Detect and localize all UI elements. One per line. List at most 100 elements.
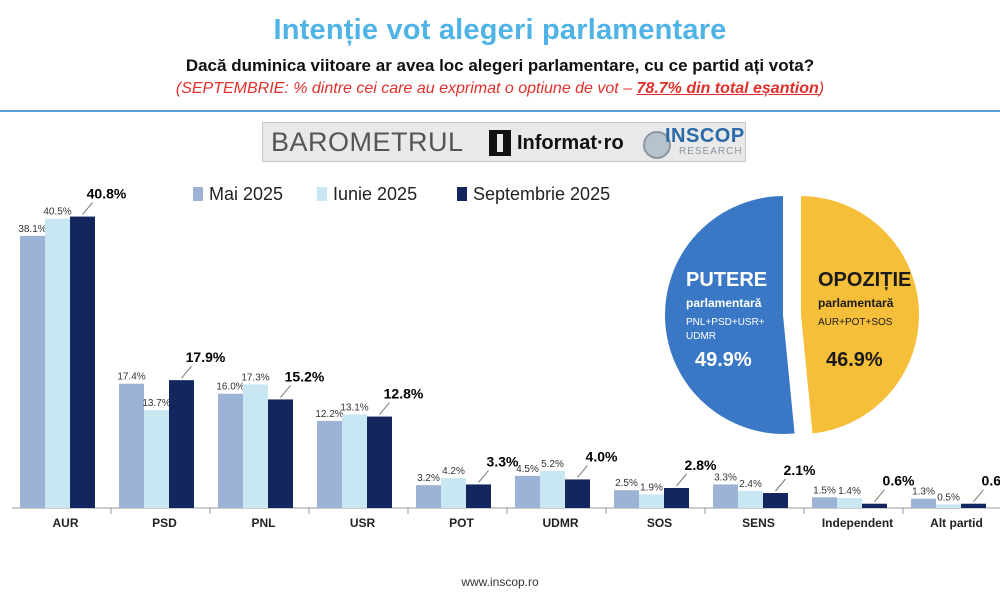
bar-psd-2: [144, 410, 169, 508]
bar-independent-3: [862, 503, 887, 508]
data-label-sept: 2.1%: [784, 462, 816, 478]
data-label: 1.9%: [640, 482, 663, 493]
bar-psd-1: [119, 383, 144, 508]
bar-sens-3: [763, 493, 788, 508]
data-label: 4.5%: [516, 464, 539, 475]
bar-independent-1: [812, 497, 837, 508]
x-tick-label: UDMR: [543, 516, 579, 530]
inscop-logo: INSCOP RESEARCH: [643, 125, 744, 161]
bar-udmr-3: [565, 479, 590, 508]
legend-swatch: [457, 187, 467, 201]
data-label-sept: 15.2%: [285, 368, 325, 384]
data-label: 1.5%: [813, 485, 836, 496]
bar-pnl-3: [268, 399, 293, 508]
data-label: 0.5%: [937, 492, 960, 503]
data-label: 13.1%: [340, 402, 368, 413]
leader-line: [379, 402, 390, 415]
data-label-sept: 0.6%: [883, 473, 915, 489]
pie-slice-opozitie: [799, 193, 921, 436]
data-label-sept: 17.9%: [186, 349, 226, 365]
data-label: 1.4%: [838, 486, 861, 497]
pie-slice-putere: [663, 193, 797, 436]
data-label: 4.2%: [442, 466, 465, 477]
bar-sens-2: [738, 490, 763, 508]
data-label: 3.2%: [417, 473, 440, 484]
data-label: 3.3%: [714, 472, 737, 483]
sample-note-text: (SEPTEMBRIE: % dintre cei care au exprim…: [175, 80, 637, 97]
data-label: 1.3%: [912, 487, 935, 498]
bar-alt-partid-2: [936, 504, 961, 508]
sample-note-end: ): [818, 80, 825, 97]
data-label-sept: 3.3%: [487, 453, 519, 469]
bar-udmr-1: [515, 475, 540, 508]
x-tick-label: PSD: [152, 516, 177, 530]
x-tick-label: Independent: [822, 516, 893, 530]
header-divider: [0, 110, 1000, 112]
leader-line: [577, 465, 588, 478]
barometrul-logo: BAROMETRUL: [271, 127, 464, 157]
inscop-logo-subtext: RESEARCH: [679, 146, 743, 157]
pie-label-name: PUTERE: [686, 269, 767, 291]
bar-aur-3: [70, 216, 95, 509]
pie-label-detail: UDMR: [686, 331, 716, 342]
legend-swatch: [317, 187, 327, 201]
x-tick-label: SENS: [742, 516, 775, 530]
survey-question: Dacă duminica viitoare ar avea loc alege…: [185, 56, 815, 75]
bar-alt-partid-3: [961, 503, 986, 508]
bar-pot-3: [466, 484, 491, 508]
leader-line: [181, 365, 192, 379]
data-label: 5.2%: [541, 459, 564, 470]
informat-logo-text: Informat·ro: [517, 131, 624, 154]
x-tick-label: PNL: [252, 516, 276, 530]
data-label: 2.5%: [615, 478, 638, 489]
legend-label: Mai 2025: [209, 184, 283, 204]
data-label-sept: 12.8%: [384, 386, 424, 402]
leader-line: [973, 489, 984, 503]
bar-pnl-2: [243, 384, 268, 508]
data-label-sept: 4.0%: [586, 448, 618, 464]
leader-line: [82, 202, 93, 215]
bar-sos-1: [614, 490, 639, 508]
informat-mark-icon: [489, 130, 511, 156]
bar-pot-2: [441, 478, 466, 508]
x-tick-label: Alt partid: [930, 516, 983, 530]
data-label: 40.5%: [43, 207, 71, 218]
data-label-sept: 2.8%: [685, 457, 717, 473]
footer-url: www.inscop.ro: [461, 575, 539, 589]
bar-pot-1: [416, 485, 441, 508]
data-label-sept: 40.8%: [87, 186, 127, 202]
leader-line: [280, 385, 291, 398]
logo-banner: BAROMETRUL Informat·ro INSCOP RESEARCH: [262, 122, 746, 162]
pie-label-name: OPOZIȚIE: [818, 269, 911, 291]
pie-label-subtitle: parlamentară: [818, 296, 894, 310]
leader-line: [775, 478, 786, 492]
bar-psd-3: [169, 380, 194, 508]
data-label: 2.4%: [739, 479, 762, 490]
bar-independent-2: [837, 498, 862, 508]
data-label: 16.0%: [216, 382, 244, 393]
data-label: 17.3%: [241, 372, 269, 383]
leader-line: [874, 489, 885, 503]
bar-aur-1: [20, 235, 45, 508]
sample-note: (SEPTEMBRIE: % dintre cei care au exprim…: [0, 80, 1000, 98]
pie-value-label: 46.9%: [826, 349, 883, 371]
sample-note-highlight: 78.7% din total eșantion: [636, 80, 819, 97]
data-label: 13.7%: [142, 398, 170, 409]
legend-swatch: [193, 187, 203, 201]
bar-aur-2: [45, 218, 70, 508]
pie-label-subtitle: parlamentară: [686, 296, 762, 310]
x-tick-label: POT: [449, 516, 474, 530]
bar-sos-2: [639, 494, 664, 508]
page-title: Intenție vot alegeri parlamentare: [273, 14, 727, 46]
bar-alt-partid-1: [911, 498, 936, 508]
pie-label-detail: AUR+POT+SOS: [818, 317, 893, 328]
leader-line: [478, 470, 489, 483]
bar-usr-2: [342, 414, 367, 508]
legend-label: Iunie 2025: [333, 184, 417, 204]
informat-logo: Informat·ro: [489, 128, 624, 158]
inscop-globe-icon: [643, 131, 671, 159]
bar-udmr-2: [540, 470, 565, 508]
x-tick-label: SOS: [647, 516, 672, 530]
bar-usr-3: [367, 416, 392, 508]
